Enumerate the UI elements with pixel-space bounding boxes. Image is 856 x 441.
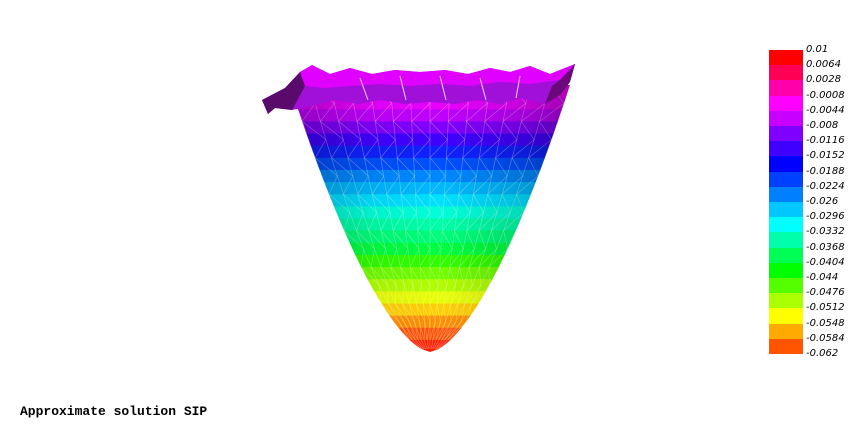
legend-label: 0.0064 bbox=[806, 59, 841, 71]
legend-label: -0.0404 bbox=[806, 256, 845, 268]
legend-swatch bbox=[769, 278, 803, 294]
legend-label: -0.0476 bbox=[806, 287, 845, 299]
legend-swatch bbox=[769, 293, 803, 309]
legend-label: -0.0584 bbox=[806, 332, 845, 344]
legend-label: -0.0332 bbox=[806, 226, 845, 238]
legend-swatch bbox=[769, 95, 803, 112]
legend-label: -0.0368 bbox=[806, 241, 845, 253]
rim-highlight bbox=[439, 75, 447, 101]
legend-label: 0.01 bbox=[806, 44, 829, 55]
legend-label: -0.0044 bbox=[806, 104, 845, 116]
rim-highlight bbox=[359, 77, 369, 101]
surface-rim bbox=[262, 64, 575, 114]
legend-swatch bbox=[769, 156, 803, 173]
legend-swatch bbox=[769, 141, 803, 157]
legend-label: -0.0512 bbox=[806, 302, 845, 314]
legend-swatch bbox=[769, 323, 803, 340]
rim-shadow-right bbox=[545, 64, 575, 104]
legend-swatch bbox=[769, 247, 803, 264]
legend-label: -0.0116 bbox=[806, 135, 845, 147]
legend-swatch bbox=[769, 338, 803, 355]
legend-label: 0.0028 bbox=[806, 74, 841, 86]
legend-swatch bbox=[769, 186, 803, 203]
plot-caption: Approximate solution SIP bbox=[20, 404, 208, 419]
legend-swatch bbox=[769, 308, 803, 325]
rim-highlight bbox=[479, 77, 487, 101]
rim-top bbox=[300, 64, 575, 88]
legend-label: -0.062 bbox=[806, 348, 839, 359]
legend-swatch bbox=[769, 262, 803, 279]
legend-swatch bbox=[769, 110, 803, 127]
legend-swatch bbox=[769, 50, 803, 66]
legend-swatch bbox=[769, 171, 803, 188]
color-legend: 0.01 0.0064 0.0028 -0.0008 -0.0044 -0.008 -0.0… bbox=[769, 44, 849, 360]
legend-swatch bbox=[769, 126, 803, 142]
legend-label: -0.0152 bbox=[806, 150, 845, 162]
legend-swatch bbox=[769, 202, 803, 218]
legend-label: -0.008 bbox=[806, 120, 839, 131]
legend-swatch bbox=[769, 232, 803, 249]
legend-label: -0.0188 bbox=[806, 165, 845, 177]
legend-label: -0.0548 bbox=[806, 317, 845, 329]
legend-swatch bbox=[769, 80, 803, 97]
legend-label: -0.0296 bbox=[806, 211, 845, 223]
legend-label: -0.044 bbox=[806, 272, 839, 283]
legend-swatch bbox=[769, 65, 803, 81]
rim-shadow bbox=[262, 72, 305, 114]
legend-swatch bbox=[769, 217, 803, 233]
rim-highlight bbox=[399, 75, 407, 101]
legend-label: -0.0008 bbox=[806, 89, 845, 101]
legend-label: -0.0224 bbox=[806, 180, 845, 192]
rim-highlight bbox=[515, 75, 521, 99]
legend-label: -0.026 bbox=[806, 196, 839, 207]
